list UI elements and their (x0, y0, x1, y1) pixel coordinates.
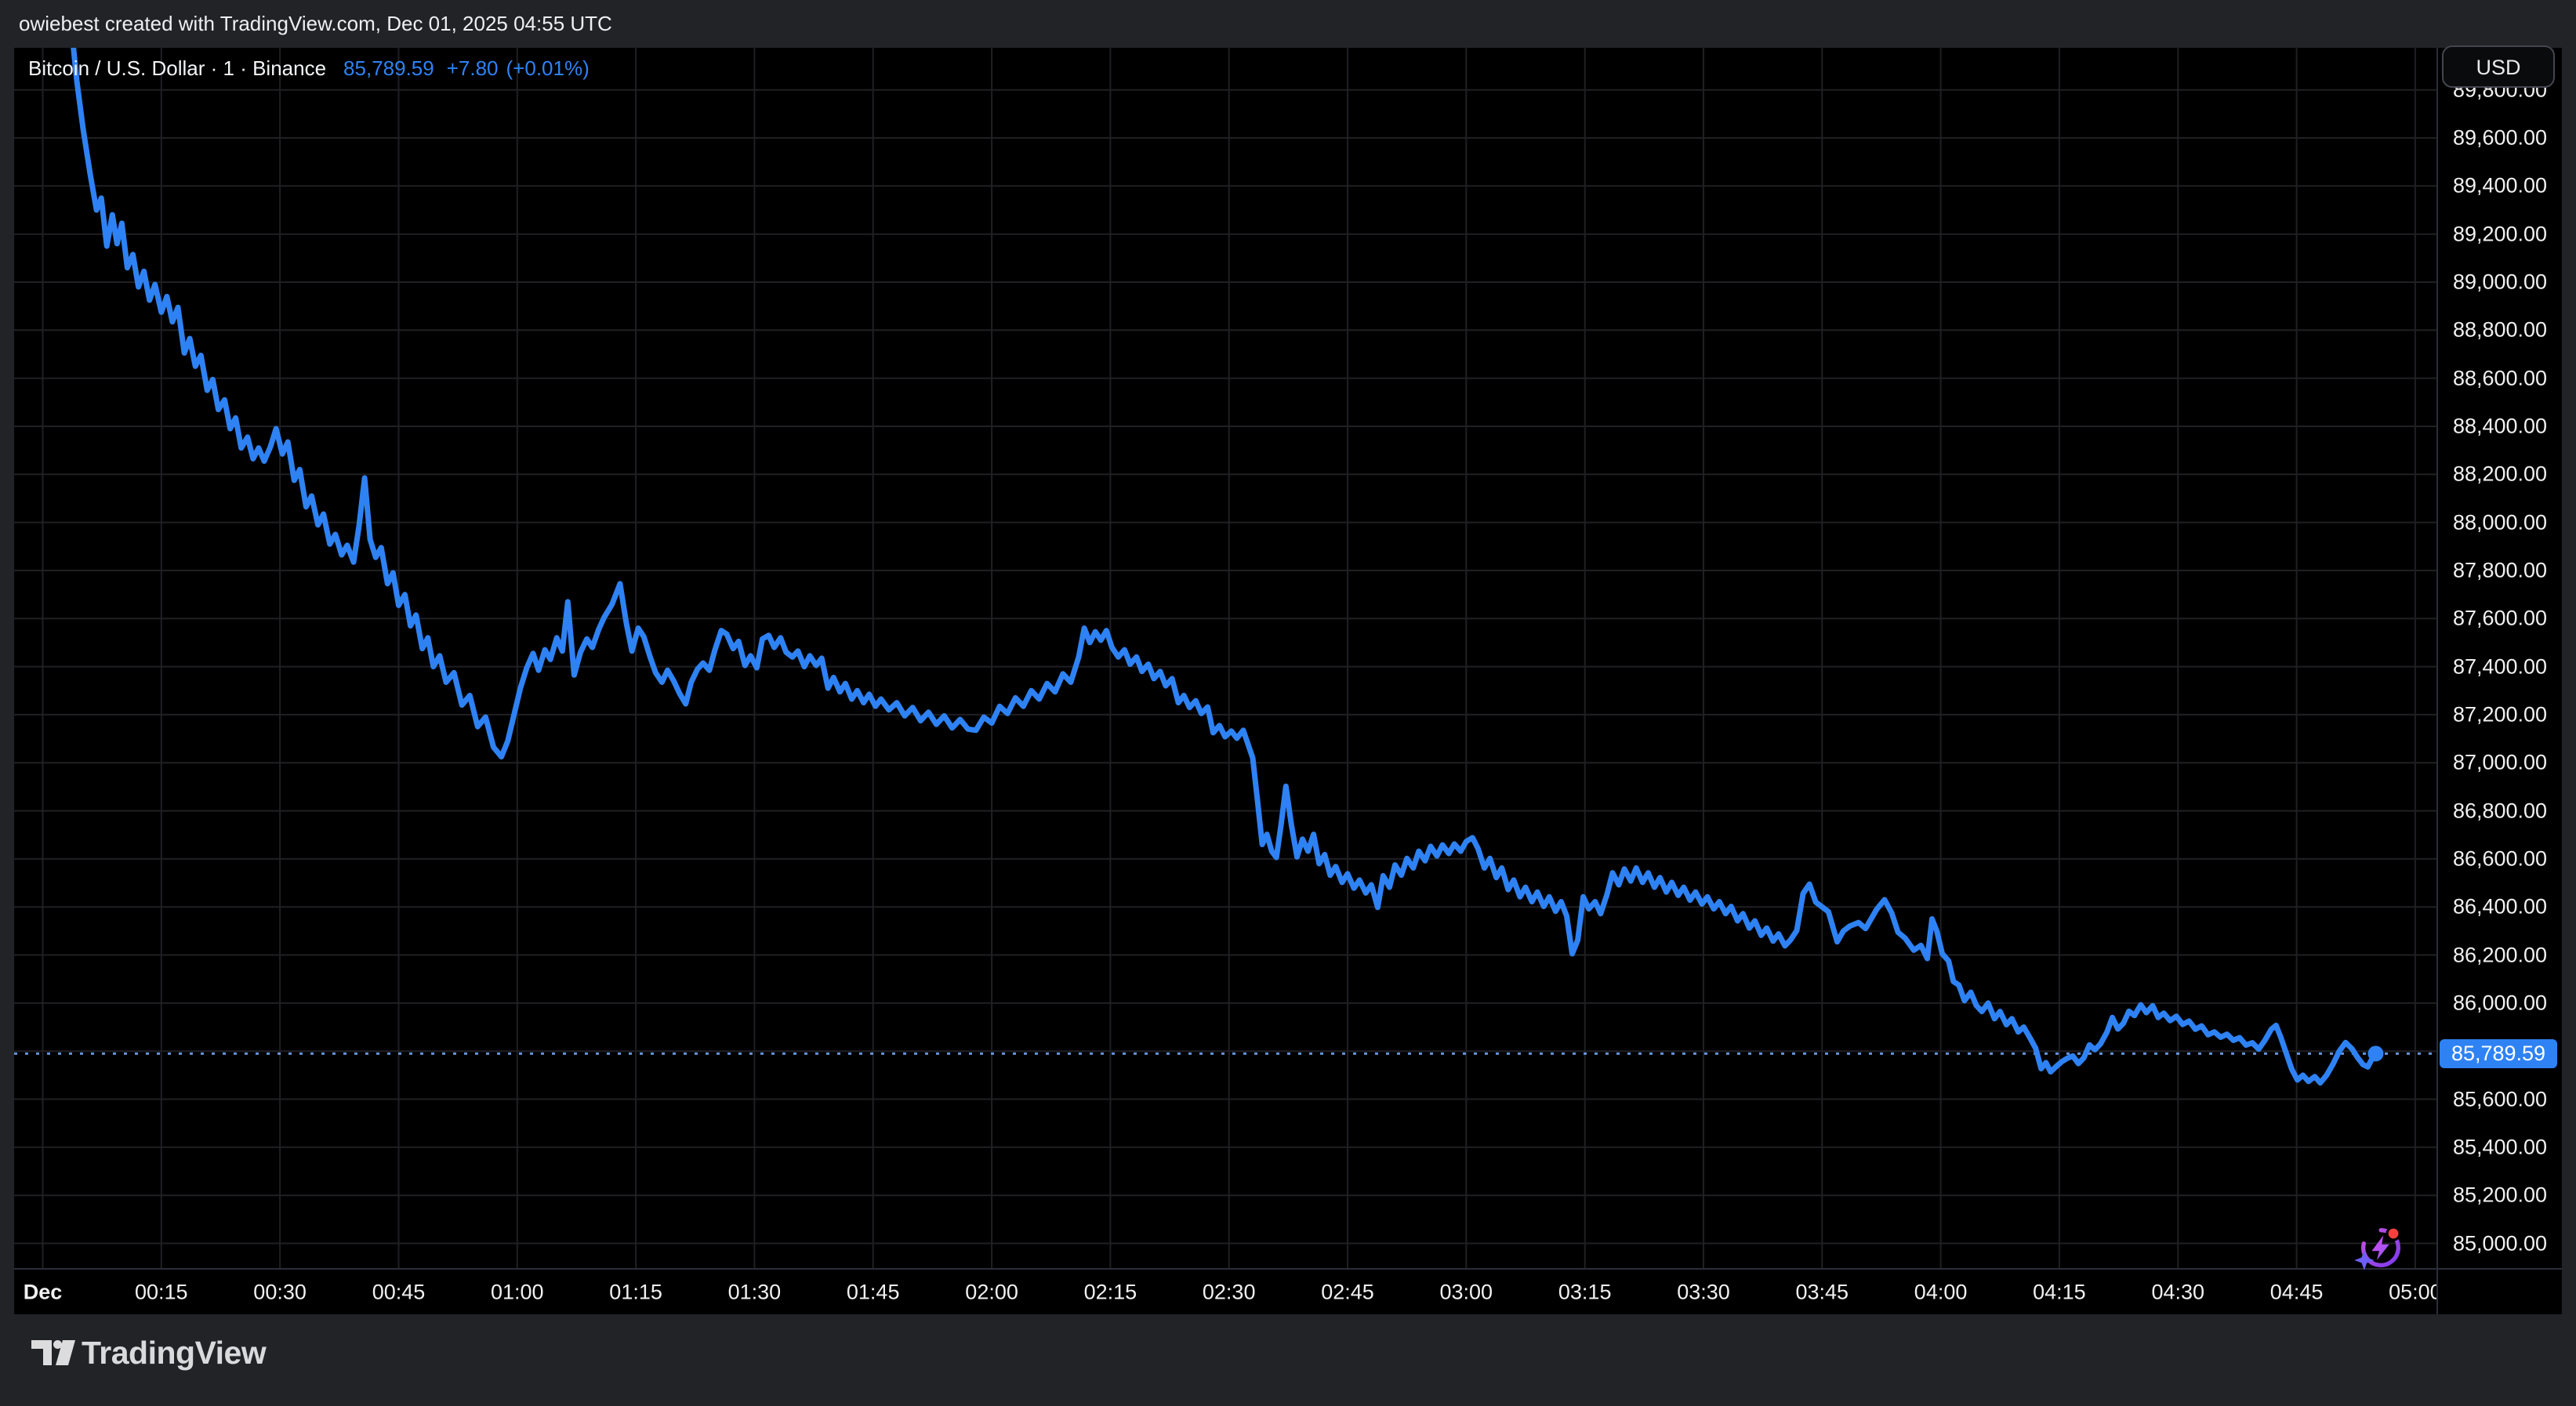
legend-last-price: 85,789.59 (343, 56, 434, 80)
price-axis-label: 89,600.00 (2452, 125, 2548, 150)
price-axis-label: 89,000.00 (2452, 270, 2548, 294)
price-axis-label: 87,000.00 (2452, 750, 2548, 774)
price-axis-label: 86,800.00 (2452, 799, 2548, 823)
price-axis-label: 86,200.00 (2452, 943, 2548, 966)
time-axis-label: 01:45 (846, 1280, 900, 1303)
attribution-bar: owiebest created with TradingView.com, D… (0, 0, 2576, 48)
chart-pane[interactable] (14, 48, 2436, 1268)
price-axis-label: 87,200.00 (2452, 702, 2548, 727)
tradingview-wordmark[interactable]: TradingView (82, 1335, 267, 1371)
time-axis-label: 03:15 (1558, 1280, 1612, 1303)
price-axis-label: 87,400.00 (2452, 654, 2548, 679)
ai-red-dot (2386, 1226, 2401, 1241)
price-axis-label: 85,200.00 (2452, 1183, 2548, 1207)
time-axis-label: 00:15 (135, 1280, 188, 1303)
tradingview-logo-icon[interactable] (31, 1340, 75, 1369)
time-axis-label: 03:00 (1439, 1280, 1493, 1303)
price-axis-label: 85,000.00 (2452, 1231, 2548, 1255)
time-axis-label: 03:45 (1795, 1280, 1849, 1303)
ai-spark-icon-graphic (2354, 1226, 2401, 1270)
time-axis-label: 00:30 (253, 1280, 307, 1303)
time-axis-label: 04:00 (1914, 1280, 1968, 1303)
price-axis-label: 88,200.00 (2452, 462, 2548, 486)
price-axis[interactable]: 89,800.00 89,600.00 89,400.00 89,200.00 89,0… (2436, 45, 2562, 1314)
time-axis-label: 01:15 (609, 1280, 662, 1303)
price-axis-label: 86,000.00 (2452, 991, 2548, 1015)
price-axis-label: 86,600.00 (2452, 846, 2548, 871)
time-axis-label: 05:00 (2389, 1280, 2436, 1303)
price-axis-label: 85,400.00 (2452, 1135, 2548, 1159)
chart-canvas (14, 48, 2562, 1314)
legend-price-change: +7.80 (446, 56, 499, 80)
price-axis-label: 88,000.00 (2452, 510, 2548, 534)
price-axis-label: 87,800.00 (2452, 558, 2548, 582)
price-axis-label: 88,400.00 (2452, 414, 2548, 438)
price-axis-label: 88,600.00 (2452, 366, 2548, 390)
time-axis-label: 01:00 (491, 1280, 544, 1303)
time-axis-label: 04:45 (2269, 1280, 2324, 1303)
price-line-series (71, 48, 2378, 1086)
price-axis-label: 86,400.00 (2452, 894, 2548, 919)
time-axis-label: 04:30 (2151, 1280, 2205, 1303)
symbol-title[interactable]: Bitcoin / U.S. Dollar · 1 · Binance (28, 56, 327, 80)
currency-usd-button[interactable]: USD (2442, 45, 2555, 88)
footer: TradingView (0, 1314, 2576, 1406)
time-axis-label: 02:00 (965, 1280, 1018, 1303)
axis-corner (2436, 1268, 2562, 1314)
price-axis-label: 88,800.00 (2452, 317, 2548, 342)
price-line-chart[interactable] (14, 48, 2436, 1268)
time-axis-label: 03:30 (1677, 1280, 1730, 1303)
time-axis-label: 00:45 (372, 1280, 426, 1303)
price-axis-label: 87,600.00 (2452, 606, 2548, 630)
ai-lightning-bolt (2371, 1235, 2389, 1260)
legend-price-change-percent: (+0.01%) (506, 56, 590, 80)
ai-spark-icon[interactable] (2353, 1221, 2406, 1274)
time-axis-label: Dec (23, 1280, 63, 1303)
time-axis-label: 04:15 (2033, 1280, 2086, 1303)
ai-sparkle-star (2354, 1250, 2375, 1270)
attribution-text: owiebest created with TradingView.com, D… (19, 12, 612, 35)
time-axis-label: 02:15 (1083, 1280, 1137, 1303)
time-axis-label: 02:30 (1202, 1280, 1256, 1303)
price-axis-label: 85,600.00 (2452, 1087, 2548, 1111)
price-axis-label: 89,400.00 (2452, 173, 2548, 197)
time-axis-label: 01:30 (727, 1280, 782, 1303)
last-price-marker (2367, 1045, 2384, 1062)
price-axis-label: 89,200.00 (2452, 222, 2548, 246)
last-price-tag: 85,789.59 (2440, 1038, 2557, 1068)
time-axis[interactable]: Dec 00:15 00:30 00:45 01:00 01:15 01:30 01:45 02… (14, 1268, 2436, 1314)
time-axis-label: 02:45 (1321, 1280, 1374, 1303)
symbol-legend: Bitcoin / U.S. Dollar · 1 · Binance 85,78… (28, 56, 590, 81)
